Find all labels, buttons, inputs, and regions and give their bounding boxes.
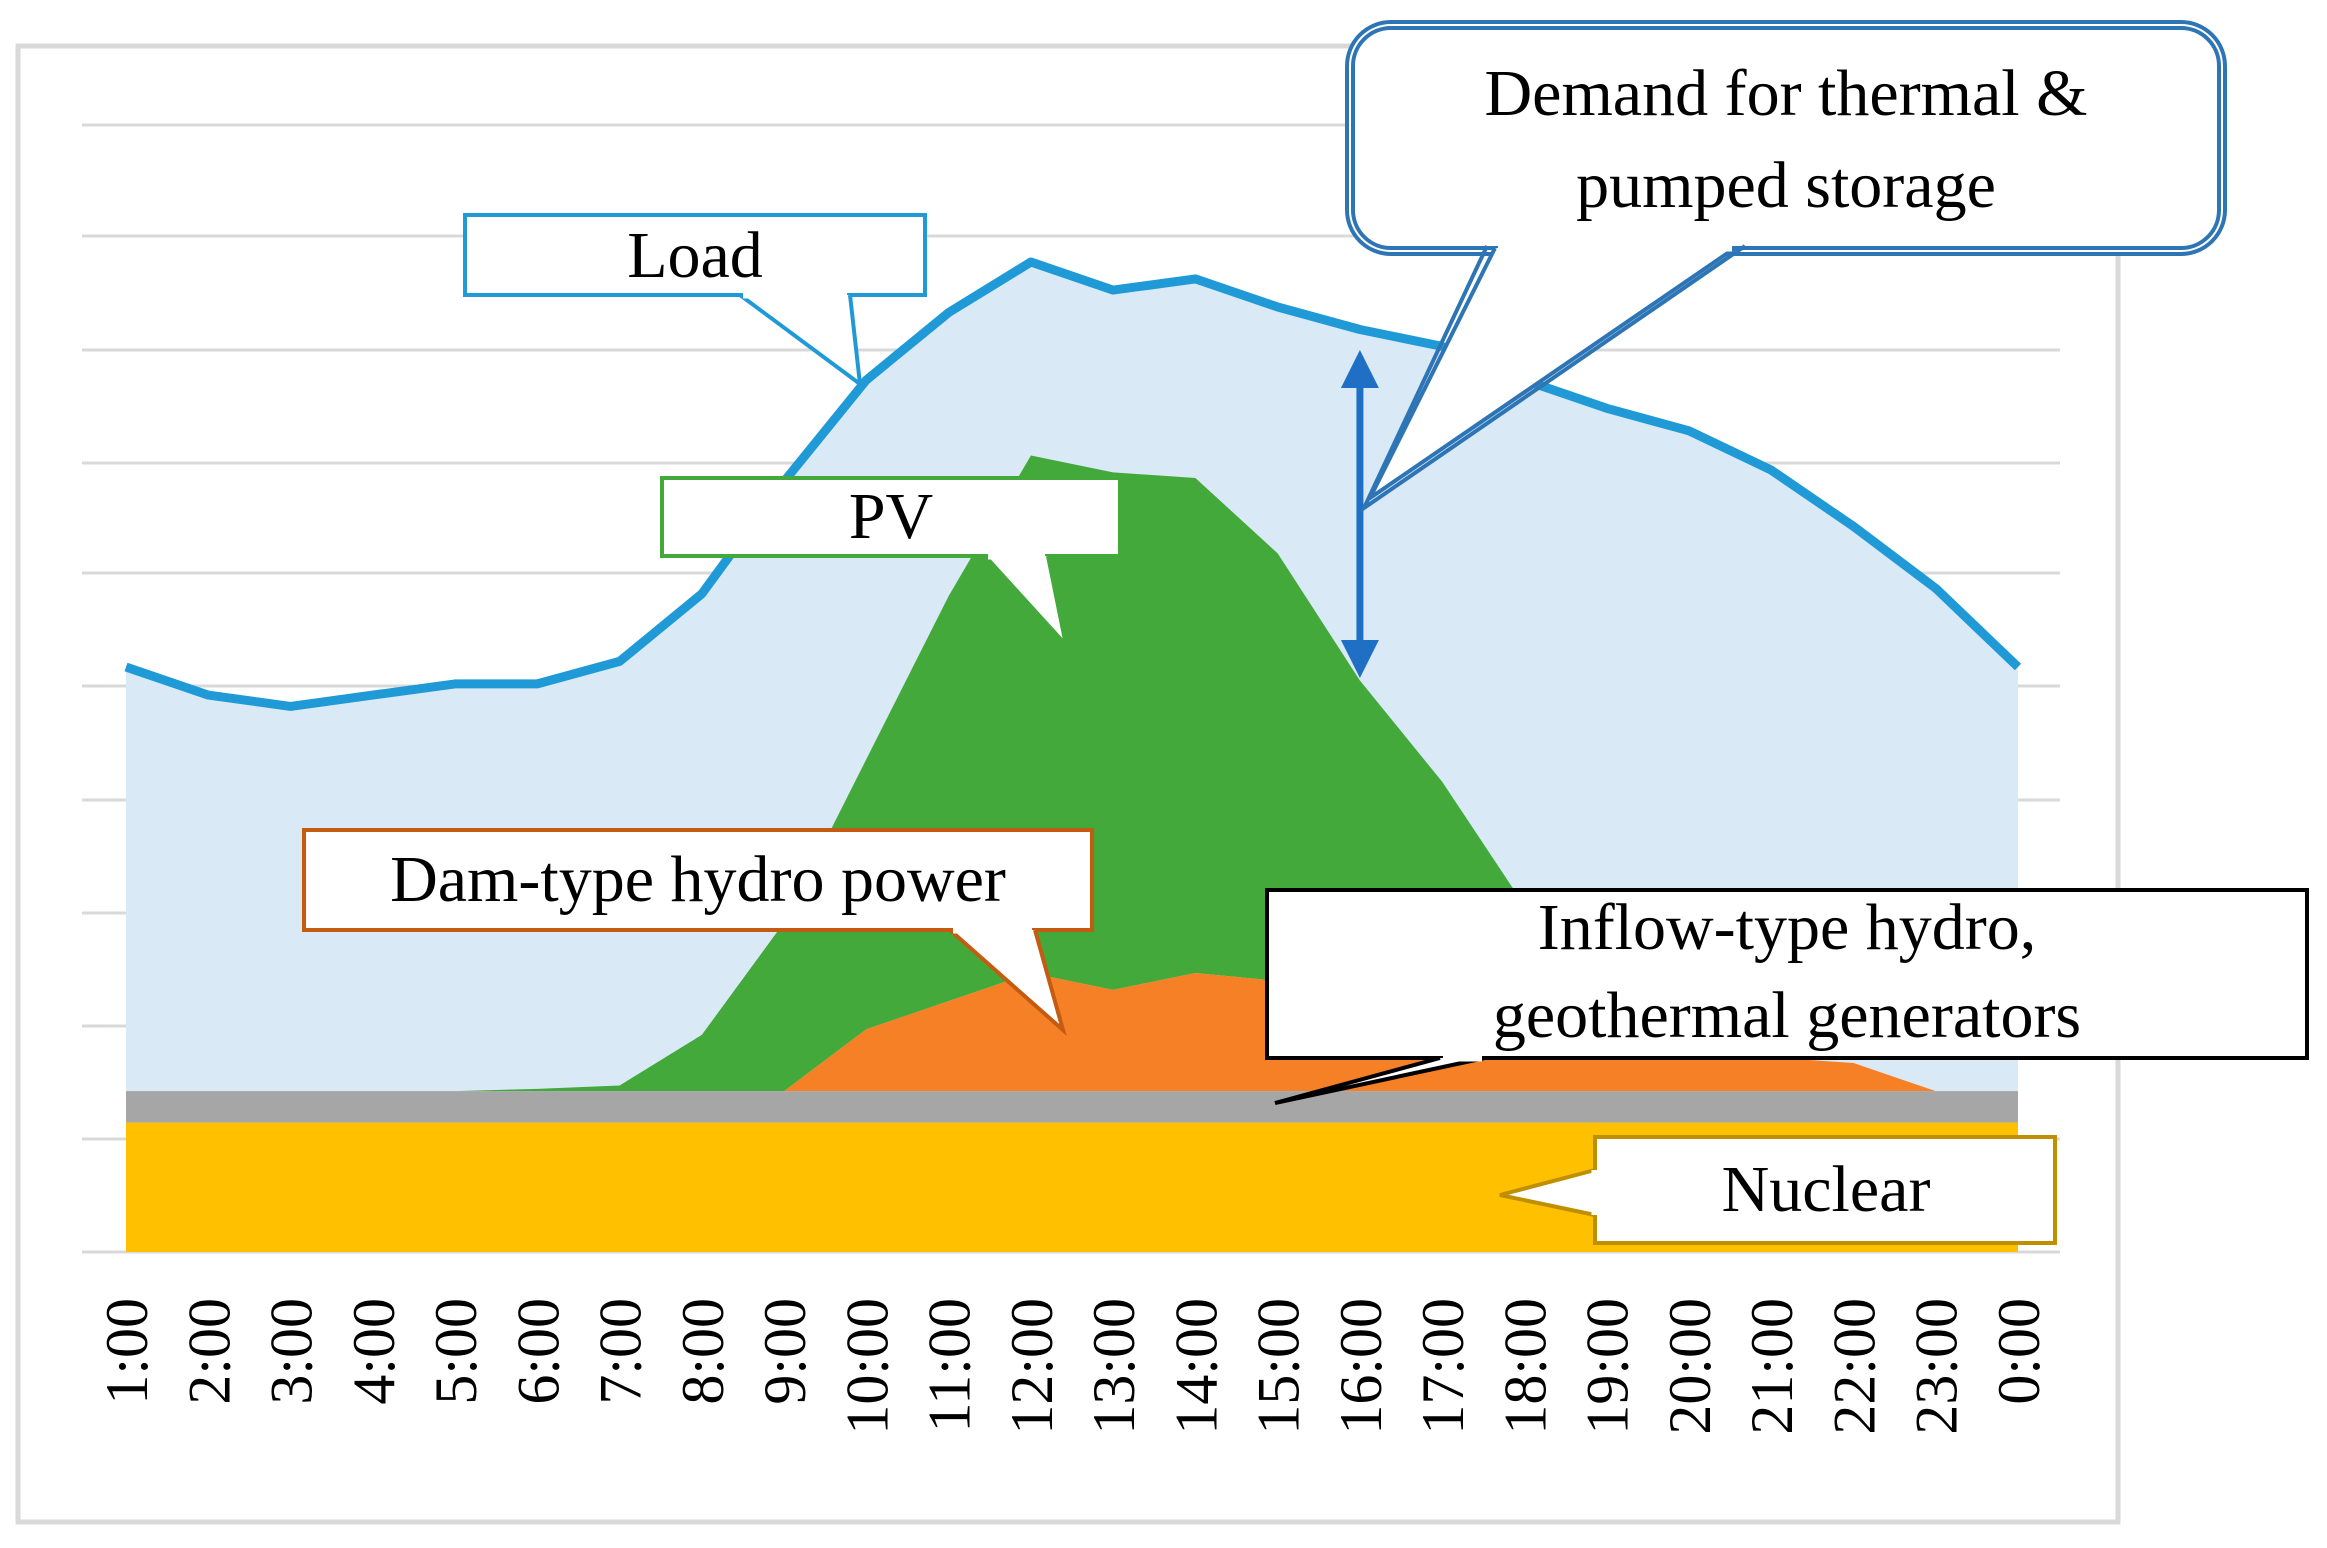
- x-axis-ticks: 1:00 2:00 3:00 4:00 5:00 6:00 7:00 8:00 9:00 10:0…: [94, 1298, 2052, 1435]
- x-tick-label: 6:00: [505, 1298, 571, 1405]
- x-tick-label: 19:00: [1575, 1298, 1641, 1435]
- inflow-geothermal-area: [126, 1091, 2018, 1123]
- arrowhead-up-icon: [1340, 350, 1379, 388]
- x-tick-label: 12:00: [999, 1298, 1065, 1435]
- callout-box: [660, 476, 1122, 558]
- x-tick-label: 2:00: [176, 1298, 242, 1405]
- callout-label: Demand for thermal &: [1485, 57, 2088, 130]
- callout-label: pumped storage: [1576, 149, 1996, 222]
- callout-box: [302, 828, 1094, 932]
- nuclear-area: [126, 1122, 2018, 1252]
- x-tick-label: 1:00: [94, 1298, 160, 1405]
- callout-box: [1351, 26, 2221, 250]
- x-tick-label: 11:00: [917, 1298, 983, 1432]
- callout-label: Dam-type hydro power: [390, 843, 1006, 916]
- x-tick-label: 7:00: [588, 1298, 654, 1405]
- callout-pointer: [1499, 1168, 1596, 1217]
- callout-box: [463, 213, 927, 297]
- x-tick-label: 16:00: [1328, 1298, 1394, 1435]
- callout-label: Load: [627, 219, 763, 292]
- callout-label: Inflow-type hydro,: [1538, 891, 2037, 964]
- arrowhead-down-icon: [1340, 640, 1379, 678]
- x-tick-label: 10:00: [834, 1298, 900, 1435]
- demand-callout: Demand for thermal & pumped storage: [1345, 20, 2227, 514]
- x-tick-label: 8:00: [670, 1298, 736, 1405]
- dam-hydro-callout: Dam-type hydro power: [302, 828, 1094, 1036]
- callout-label: Nuclear: [1722, 1153, 1931, 1226]
- x-tick-label: 21:00: [1739, 1298, 1805, 1435]
- x-tick-label: 15:00: [1246, 1298, 1312, 1435]
- dam-hydro-area: [126, 973, 2018, 1092]
- callout-pointer: [738, 293, 863, 389]
- callout-box: [1265, 888, 2309, 1060]
- callout-box: [1593, 1135, 2057, 1245]
- load-line: [124, 257, 2022, 711]
- x-tick-label: 23:00: [1904, 1298, 1970, 1435]
- inflow-geothermal-callout: Inflow-type hydro, geothermal generators: [1265, 888, 2309, 1105]
- x-tick-label: 5:00: [423, 1298, 489, 1405]
- x-tick-label: 20:00: [1657, 1298, 1723, 1435]
- callout-label: geothermal generators: [1493, 979, 2081, 1052]
- x-tick-label: 22:00: [1821, 1298, 1887, 1435]
- pv-callout: PV: [660, 476, 1122, 652]
- x-tick-label: 14:00: [1163, 1298, 1229, 1435]
- x-tick-label: 4:00: [341, 1298, 407, 1405]
- x-tick-label: 17:00: [1410, 1298, 1476, 1435]
- annotations: Load PV Demand for thermal & pumped storage…: [302, 20, 2309, 1245]
- x-tick-label: 18:00: [1492, 1298, 1558, 1435]
- callout-pointer: [948, 928, 1067, 1036]
- x-tick-label: 13:00: [1081, 1298, 1147, 1435]
- callout-pointer-outer: [1359, 244, 1747, 514]
- x-tick-label: 9:00: [752, 1298, 818, 1405]
- x-tick-label: 0:00: [1986, 1298, 2052, 1405]
- x-tick-label: 3:00: [259, 1298, 325, 1405]
- callout-pointer: [983, 554, 1070, 652]
- nuclear-callout: Nuclear: [1499, 1135, 2057, 1245]
- load-callout: Load: [463, 213, 927, 389]
- callout-label: PV: [849, 480, 933, 553]
- callout-pointer: [1274, 1056, 1486, 1105]
